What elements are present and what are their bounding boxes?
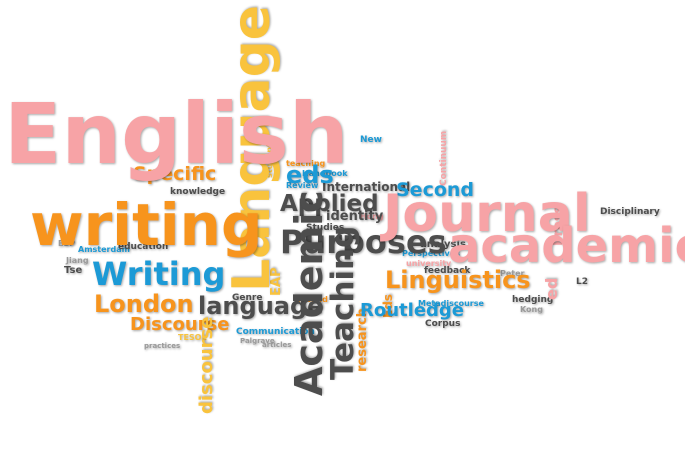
word-writing-cap: Writing	[92, 255, 226, 293]
word-hong: Hong	[360, 212, 384, 221]
word-communication: Communication	[236, 327, 315, 337]
word-routledge: Routledge	[360, 300, 465, 321]
word-applied: Applied	[280, 191, 379, 217]
word-studies: Studies	[306, 223, 345, 233]
word-kong: Kong	[520, 305, 543, 314]
word-second: Second	[396, 179, 475, 201]
word-eds: eds	[286, 161, 334, 189]
word-metadiscourse: Metadiscourse	[418, 299, 484, 308]
word-second-small: second	[296, 295, 328, 304]
word-specific: Specific	[133, 163, 217, 185]
word-handbook: Handbook	[302, 169, 348, 178]
word-corpus: Corpus	[425, 319, 461, 329]
word-analysis: analysis	[420, 239, 466, 250]
word-practices: practices	[144, 342, 181, 350]
word-journal: Journal	[383, 184, 591, 244]
word-ed: ed	[542, 277, 561, 300]
word-linguistics: Linguistics	[385, 266, 531, 294]
word-feedback: feedback	[424, 266, 471, 276]
word-tse: Tse	[64, 265, 83, 276]
word-new: New	[360, 135, 382, 145]
word-hedging: hedging	[512, 295, 554, 305]
word-peter: Peter	[500, 269, 525, 278]
word-london: London	[94, 290, 194, 318]
word-english: English	[4, 85, 349, 183]
word-tesol: TESOL	[178, 333, 207, 342]
word-education: education	[118, 242, 169, 252]
word-teaching-small: teaching	[286, 159, 326, 168]
word-articles: articles	[262, 341, 292, 349]
word-l2: L2	[576, 277, 588, 287]
word-perspectives: Perspectives	[402, 249, 460, 258]
word-academic-cap: Academic	[287, 190, 331, 396]
word-palgrave: Palgrave	[240, 337, 275, 345]
word-identity: identity	[326, 209, 384, 224]
word-continuum: Continuum	[439, 130, 449, 186]
word-university: university	[406, 259, 452, 268]
word-knowledge: knowledge	[170, 187, 226, 197]
word-teaching: Teaching	[325, 225, 361, 380]
word-amsterdam: Amsterdam	[78, 245, 130, 254]
word-discourse: discourse	[196, 316, 217, 414]
word-language: language	[198, 292, 324, 320]
word-genre: Genre	[232, 293, 263, 303]
word-discourse-cap: Discourse	[130, 314, 230, 335]
word-academic: academic	[448, 218, 685, 274]
word-writing: writing	[30, 191, 263, 259]
word-disciplinary: Disciplinary	[600, 207, 660, 217]
word-esp: ESP	[58, 239, 76, 248]
word-review: Review	[286, 181, 319, 190]
word-international: International	[322, 180, 411, 194]
word-purposes: Purposes	[280, 223, 447, 261]
word-jiang: Jiang	[66, 256, 89, 265]
